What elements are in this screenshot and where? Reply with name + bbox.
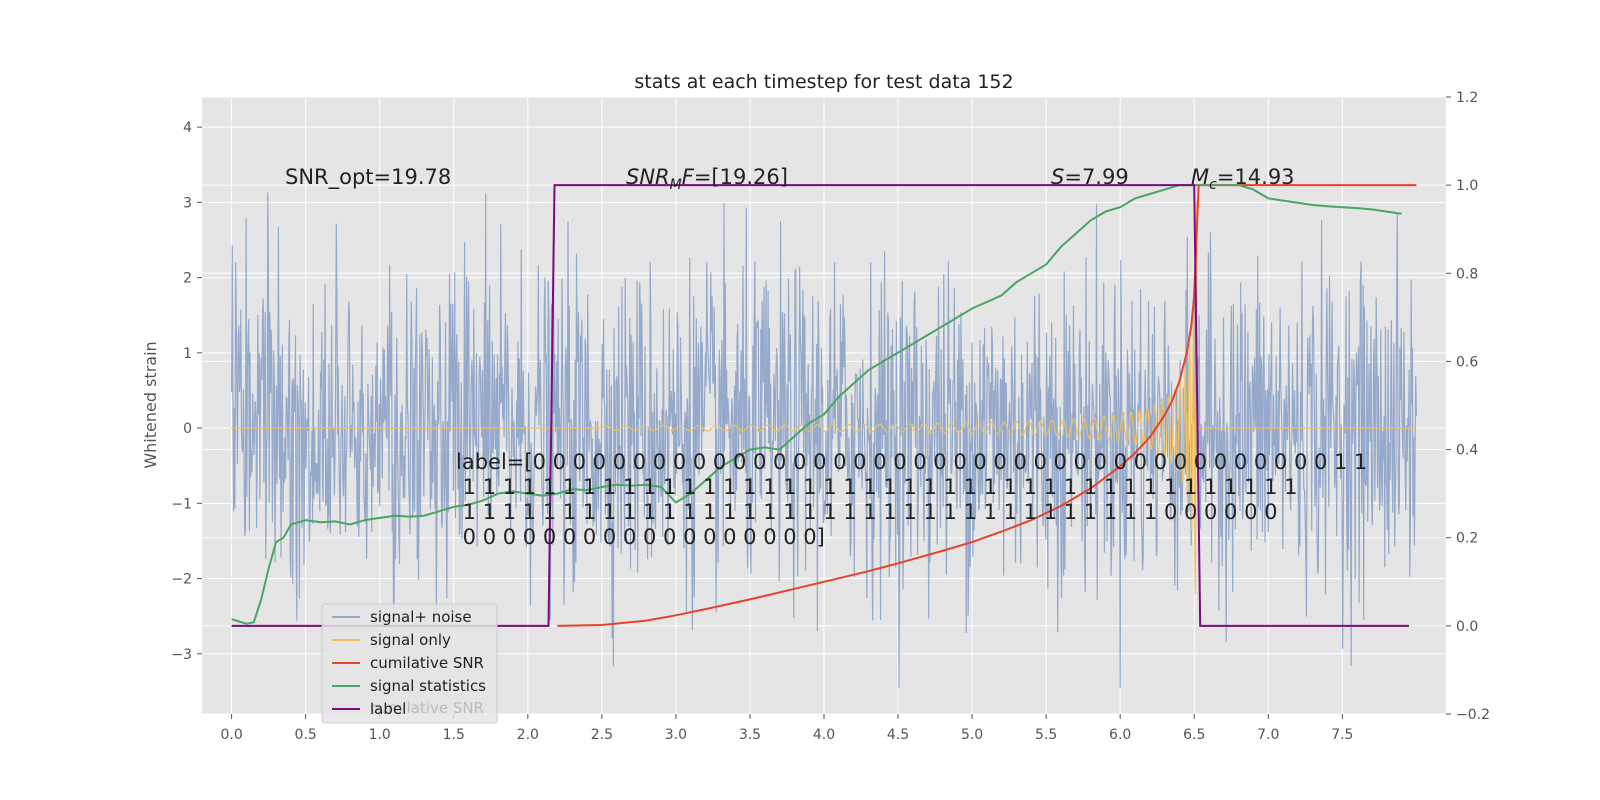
x-tick-label: 1.5 — [443, 727, 465, 743]
y2-tick-label: 0.2 — [1456, 531, 1478, 547]
annotation-mc: Mc=14.93 — [1191, 165, 1295, 193]
y-tick-label: −3 — [171, 647, 192, 663]
y-tick-label: 3 — [183, 195, 192, 211]
y2-tick-label: 1.0 — [1456, 178, 1478, 194]
signal-only-series — [230, 201, 1417, 595]
legend-label-label: label — [370, 700, 406, 718]
series-cumulative-snr-line — [557, 184, 1417, 627]
legend-label-signal-statistics: signal statistics — [370, 677, 486, 695]
y2-tick-label: 0.4 — [1456, 443, 1478, 459]
x-tick-label: 0.0 — [220, 727, 242, 743]
x-tick-label: 0.5 — [295, 727, 317, 743]
y2-tick-label: 0.0 — [1456, 619, 1478, 635]
label-text-line-4: 0 0 0 0 0 0 0 0 0 0 0 0 0 0 0 0 0 0] — [456, 525, 825, 549]
x-tick-label: 3.0 — [665, 727, 687, 743]
x-tick-label: 4.0 — [813, 727, 835, 743]
x-tick-label: 6.5 — [1183, 727, 1205, 743]
series-signal-only-line — [230, 201, 1417, 595]
y-axis-label: Whitened strain — [141, 341, 160, 468]
series-signal-noise-line — [231, 192, 1417, 688]
x-tick-label: 5.5 — [1035, 727, 1057, 743]
y-tick-label: 2 — [183, 271, 192, 287]
legend-ghost-text: cumilative SNR — [370, 699, 484, 717]
y2-tick-label: 0.8 — [1456, 266, 1478, 282]
y-tick-label: −2 — [171, 572, 192, 588]
annotation-snr-opt: SNR_opt=19.78 — [285, 165, 451, 190]
annotation-s: S=7.99 — [1051, 165, 1129, 189]
y-tick-label: 1 — [183, 346, 192, 362]
x-tick-label: 7.0 — [1257, 727, 1279, 743]
legend-box — [321, 603, 498, 724]
x-tick-label: 3.5 — [739, 727, 761, 743]
y-tick-label: 4 — [183, 120, 192, 136]
x-tick-label: 7.5 — [1331, 727, 1353, 743]
label-text-line-1: label=[0 0 0 0 0 0 0 0 0 0 0 0 0 0 0 0 0… — [456, 450, 1367, 474]
legend-label-signal-noise: signal+ noise — [370, 608, 472, 626]
x-tick-label: 1.0 — [369, 727, 391, 743]
x-tick-label: 5.0 — [961, 727, 983, 743]
y-tick-label: 0 — [183, 421, 192, 437]
x-tick-label: 4.5 — [887, 727, 909, 743]
signal-noise-series — [231, 192, 1417, 688]
y-tick-label: −1 — [171, 496, 192, 512]
axis-ticks: 0.0 0.5 1.0 1.5 2.0 2.5 3.0 3.5 4.0 4.5 5.0 5.5 6.0 6… — [171, 90, 1490, 743]
legend-label-cumulative-snr: cumilative SNR — [370, 654, 484, 672]
label-array-text: label=[0 0 0 0 0 0 0 0 0 0 0 0 0 0 0 0 0… — [456, 450, 1367, 549]
x-tick-label: 2.0 — [517, 727, 539, 743]
series-signal-statistics-line — [231, 184, 1402, 625]
chart-title: stats at each timestep for test data 152 — [634, 71, 1013, 93]
annotation-snr-mf: SNRMF=[19.26] — [626, 165, 788, 193]
label-text-line-3: 1 1 1 1 1 1 1 1 1 1 1 1 1 1 1 1 1 1 1 1 … — [456, 500, 1277, 524]
legend: cumilative SNR signal+ noise signal only… — [321, 603, 498, 724]
y2-tick-label: 1.2 — [1456, 90, 1478, 106]
legend-label-signal-only: signal only — [370, 631, 451, 649]
y2-tick-label: 0.6 — [1456, 354, 1478, 370]
x-tick-label: 2.5 — [591, 727, 613, 743]
x-tick-label: 6.0 — [1109, 727, 1131, 743]
y2-tick-label: −0.2 — [1456, 707, 1490, 723]
label-text-line-2: 1 1 1 1 1 1 1 1 1 1 1 1 1 1 1 1 1 1 1 1 … — [456, 475, 1298, 499]
